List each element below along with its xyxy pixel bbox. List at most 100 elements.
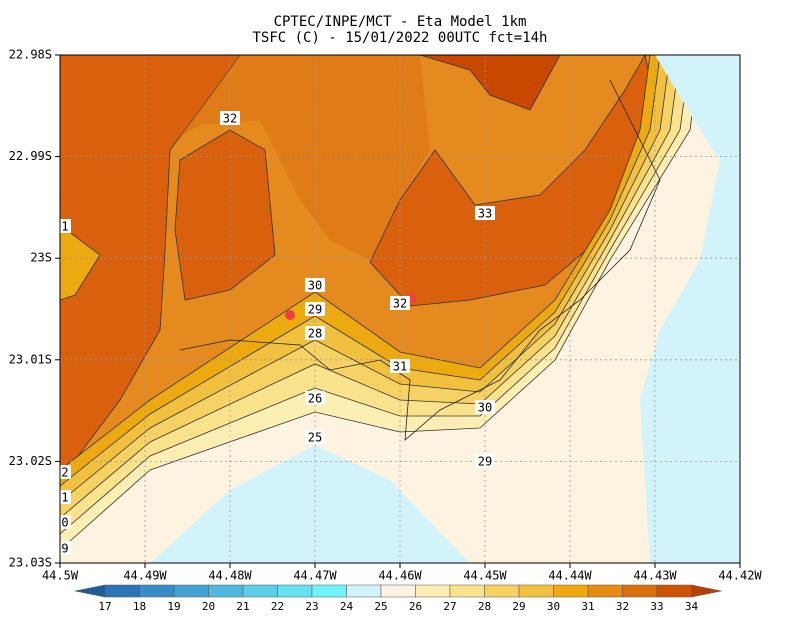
contour-label: 9 [61, 542, 68, 556]
field-region [369, 55, 661, 307]
title: CPTEC/INPE/MCT - Eta Model 1km [274, 14, 527, 30]
sea [150, 445, 470, 563]
contour-label-box [475, 400, 495, 414]
colorbar-segment [104, 584, 140, 598]
contour-label-box [305, 391, 325, 405]
contour-label: 31 [393, 360, 407, 374]
colorbar-label: 17 [98, 600, 111, 613]
contour-label-box [475, 206, 495, 220]
colorbar-segment [139, 584, 175, 598]
contour-label: 29 [478, 455, 492, 469]
colorbar-segment [242, 584, 278, 598]
colorbar-segment [346, 584, 382, 598]
colorbar-label: 28 [478, 600, 491, 613]
colorbar-label: 26 [409, 600, 422, 613]
colorbar-label: 20 [202, 600, 215, 613]
colorbar-label: 29 [512, 600, 525, 613]
colorbar-label: 33 [650, 600, 663, 613]
y-axis-label: 23.03S [9, 556, 52, 570]
colorbar-segment [208, 584, 244, 598]
contour-label-box [60, 490, 71, 504]
contour-label: 1 [61, 491, 68, 505]
colorbar-label: 21 [236, 600, 249, 613]
contour-label: 29 [308, 303, 322, 317]
colorbar-segment [484, 584, 520, 598]
contour-label-box [60, 465, 71, 479]
contour-label: 25 [308, 431, 322, 445]
colorbar-label: 32 [616, 600, 629, 613]
contour-label-box [390, 296, 410, 310]
colorbar-arrow [74, 584, 106, 598]
contour-label-box [305, 430, 325, 444]
x-axis-label: 44.49W [123, 569, 167, 583]
field-region [60, 224, 101, 301]
station-marker [285, 310, 295, 320]
colorbar-segment [173, 584, 209, 598]
field-region [174, 129, 276, 301]
colorbar-label: 18 [133, 600, 146, 613]
contour-label-box [60, 541, 71, 555]
x-axis-label: 44.5W [42, 569, 79, 583]
x-axis-label: 44.43W [633, 569, 677, 583]
colorbar-label: 22 [271, 600, 284, 613]
contour-label-box [60, 219, 71, 233]
contour-label: 30 [478, 401, 492, 415]
contour-label-box [305, 326, 325, 340]
x-axis-label: 44.45W [463, 569, 507, 583]
y-axis-label: 22.98S [9, 48, 52, 62]
colorbar-segment [415, 584, 451, 598]
colorbar: 17 18 19 20 21 22 23 24 25 26 27 28 29 30 31 32 33 34 [74, 584, 722, 613]
sea [640, 55, 740, 563]
colorbar-segment [518, 584, 554, 598]
colorbar-label: 27 [443, 600, 456, 613]
y-axis-label: 23S [30, 251, 52, 265]
colorbar-segment [449, 584, 485, 598]
contour-labels: 32 1 33 30 29 32 28 31 26 30 25 29 2 1 0 9 [60, 111, 495, 556]
contour-label: 30 [308, 279, 322, 293]
colorbar-segment [587, 584, 623, 598]
colorbar-label: 30 [547, 600, 560, 613]
contour-label-box [475, 454, 495, 468]
y-axis-label: 23.02S [9, 454, 52, 468]
x-axis-label: 44.42W [718, 569, 762, 583]
contour-label: 28 [308, 327, 322, 341]
contour-label-box [220, 111, 240, 125]
contour-label-box [60, 515, 71, 529]
field-region [60, 55, 241, 481]
colorbar-segment [553, 584, 589, 598]
colorbar-segment [380, 584, 416, 598]
colorbar-label: 19 [167, 600, 180, 613]
contour-label: 26 [308, 392, 322, 406]
contour-label-box [305, 302, 325, 316]
colorbar-segment [622, 584, 658, 598]
subtitle: TSFC (C) - 15/01/2022 00UTC fct=14h [252, 30, 547, 46]
x-axis-label: 44.47W [293, 569, 337, 583]
colorbar-label: 31 [581, 600, 594, 613]
x-axis-label: 44.48W [208, 569, 252, 583]
x-axis-label: 44.44W [548, 569, 592, 583]
colorbar-segment [311, 584, 347, 598]
colorbar-label: 25 [374, 600, 387, 613]
contour-label: 1 [61, 220, 68, 234]
colorbar-arrow [691, 584, 722, 598]
field-region [419, 55, 561, 111]
colorbar-label: 23 [305, 600, 318, 613]
contour-label: 2 [61, 466, 68, 480]
contour-label: 33 [478, 207, 492, 221]
coastline [179, 79, 661, 441]
colorbar-label: 34 [685, 600, 699, 613]
colorbar-label: 24 [340, 600, 354, 613]
contour-label: 0 [61, 516, 68, 530]
x-axis-label: 44.46W [378, 569, 422, 583]
contour-label: 32 [223, 112, 237, 126]
colorbar-segment [277, 584, 313, 598]
colorbar-segment [656, 584, 692, 598]
map-field: 32 1 33 30 29 32 28 31 26 30 25 29 2 1 0 9 [60, 55, 740, 563]
contour-label-box [305, 278, 325, 292]
field-region [60, 55, 430, 260]
contour-label: 32 [393, 297, 407, 311]
contour-label-box [390, 359, 410, 373]
y-axis-label: 22.99S [9, 149, 52, 163]
